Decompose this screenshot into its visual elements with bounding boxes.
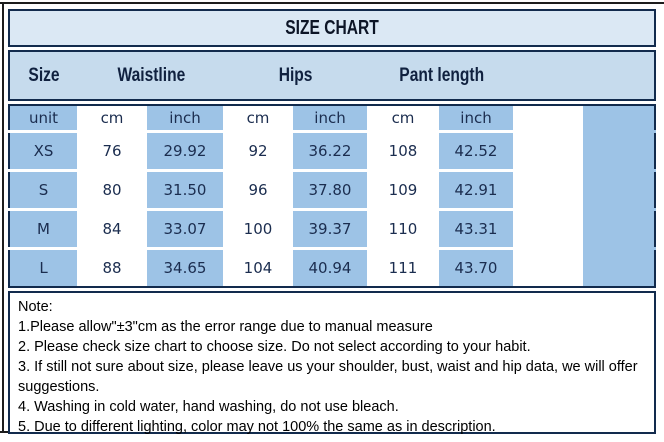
table-row-xs: XS 76 29.92 92 36.22 108 42.52: [9, 131, 655, 172]
header-hips: Hips: [279, 64, 313, 86]
unit-cell: cm: [367, 105, 439, 133]
page-title: SIZE CHART: [285, 16, 379, 39]
table-row-s: S 80 31.50 96 37.80 109 42.91: [9, 170, 655, 211]
value-cell: 34.65: [147, 248, 223, 287]
value-cell: 29.92: [147, 131, 223, 172]
note-item-5: 5. Due to different lighting, color may …: [18, 419, 496, 435]
note-item-3: 3. If still not sure about size, please …: [18, 359, 638, 395]
empty-cell: [583, 209, 655, 250]
header-waistline: Waistline: [117, 64, 185, 86]
table-row-l: L 88 34.65 104 40.94 111 43.70: [9, 248, 655, 287]
value-cell: 33.07: [147, 209, 223, 250]
empty-cell: [583, 248, 655, 287]
value-cell: 43.70: [439, 248, 513, 287]
unit-cell: inch: [439, 105, 513, 133]
size-cell: M: [9, 209, 77, 250]
size-cell: S: [9, 170, 77, 211]
empty-cell: [513, 248, 583, 287]
column-header-band: Size Waistline Hips Pant length: [8, 50, 656, 101]
value-cell: 111: [367, 248, 439, 287]
value-cell: 42.52: [439, 131, 513, 172]
value-cell: 76: [77, 131, 147, 172]
value-cell: 92: [223, 131, 293, 172]
unit-cell: cm: [223, 105, 293, 133]
unit-row: unit cm inch cm inch cm inch: [9, 105, 655, 133]
notes-box: Note: 1.Please allow"±3"cm as the error …: [8, 291, 656, 435]
empty-cell: [583, 170, 655, 211]
header-pant-length: Pant length: [399, 64, 485, 86]
size-table: unit cm inch cm inch cm inch XS 76 29.92…: [8, 104, 656, 288]
value-cell: 80: [77, 170, 147, 211]
value-cell: 31.50: [147, 170, 223, 211]
value-cell: 84: [77, 209, 147, 250]
value-cell: 42.91: [439, 170, 513, 211]
outer-frame-left-line: [2, 2, 4, 433]
value-cell: 37.80: [293, 170, 367, 211]
header-size: Size: [28, 64, 60, 86]
empty-cell: [583, 105, 655, 133]
unit-cell: inch: [293, 105, 367, 133]
value-cell: 104: [223, 248, 293, 287]
outer-frame-top-line: [0, 2, 664, 4]
table-row-m: M 84 33.07 100 39.37 110 43.31: [9, 209, 655, 250]
value-cell: 96: [223, 170, 293, 211]
value-cell: 88: [77, 248, 147, 287]
note-item-4: 4. Washing in cold water, hand washing, …: [18, 399, 399, 415]
empty-cell: [583, 131, 655, 172]
empty-cell: [513, 209, 583, 250]
unit-label-cell: unit: [9, 105, 77, 133]
value-cell: 36.22: [293, 131, 367, 172]
size-cell: XS: [9, 131, 77, 172]
size-chart: SIZE CHART Size Waistline Hips Pant leng…: [8, 9, 656, 437]
empty-cell: [513, 170, 583, 211]
value-cell: 109: [367, 170, 439, 211]
empty-cell: [513, 105, 583, 133]
value-cell: 110: [367, 209, 439, 250]
value-cell: 40.94: [293, 248, 367, 287]
value-cell: 39.37: [293, 209, 367, 250]
size-cell: L: [9, 248, 77, 287]
value-cell: 43.31: [439, 209, 513, 250]
empty-cell: [513, 131, 583, 172]
unit-cell: cm: [77, 105, 147, 133]
notes-heading: Note:: [18, 299, 53, 315]
note-item-2: 2. Please check size chart to choose siz…: [18, 339, 531, 355]
value-cell: 108: [367, 131, 439, 172]
title-band: SIZE CHART: [8, 9, 656, 47]
unit-cell: inch: [147, 105, 223, 133]
note-item-1: 1.Please allow"±3"cm as the error range …: [18, 319, 433, 335]
value-cell: 100: [223, 209, 293, 250]
